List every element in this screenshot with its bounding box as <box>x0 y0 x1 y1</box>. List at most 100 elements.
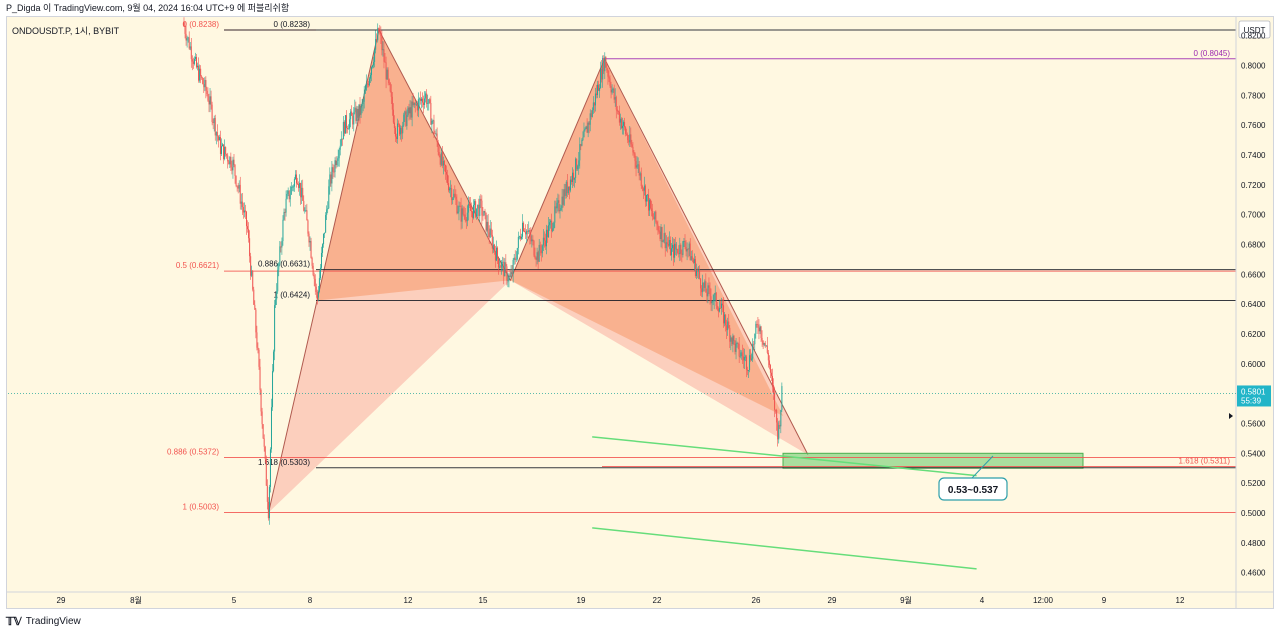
candle-body <box>487 221 489 233</box>
candle-body <box>453 193 455 199</box>
candle-body <box>232 159 234 171</box>
candle-body <box>211 104 213 122</box>
candle-body <box>355 107 357 121</box>
candle-body <box>456 199 458 214</box>
candle-body <box>436 133 438 143</box>
candle-body <box>655 211 657 222</box>
candle-body <box>409 107 411 114</box>
fib-level-label: 0 (0.8238) <box>274 20 311 29</box>
target-callout-label: 0.53~0.537 <box>948 485 999 496</box>
candle-body <box>692 259 694 264</box>
currency-box[interactable] <box>1238 20 1271 39</box>
candle-body <box>420 98 422 101</box>
candle-body <box>652 211 654 217</box>
candle-body <box>560 207 562 211</box>
candle-body <box>575 158 577 178</box>
candle-body <box>213 117 215 123</box>
trendline[interactable] <box>592 527 977 570</box>
fib-level-label: 1.618 (0.5303) <box>258 458 310 467</box>
candle-body <box>289 194 291 200</box>
candle-body <box>309 241 311 243</box>
symbol-label: ONDOUSDT.P, 1시, BYBIT <box>12 26 120 36</box>
x-tick-label: 29 <box>57 596 66 605</box>
candle-body <box>348 128 350 130</box>
candle-body <box>579 144 581 161</box>
candle-body <box>555 206 557 209</box>
candle-body <box>209 96 211 105</box>
candle-body <box>411 101 413 118</box>
candle-body <box>523 222 525 231</box>
candle-body <box>530 235 532 242</box>
candle-body <box>476 208 478 217</box>
fib-level-label: 1 (0.6424) <box>274 291 311 300</box>
candle-body <box>372 65 374 68</box>
candle-body <box>582 137 584 141</box>
candle-body <box>283 211 285 220</box>
candle-body <box>613 88 615 100</box>
candle-body <box>622 125 624 129</box>
candle-body <box>430 103 432 125</box>
y-tick-label: 0.6000 <box>1241 360 1266 369</box>
candle-body <box>434 133 436 135</box>
candle-body <box>491 234 493 249</box>
candle-body <box>233 159 235 165</box>
candle-body <box>329 174 331 187</box>
candle-body <box>725 314 727 326</box>
candle-body <box>724 314 726 324</box>
candle-body <box>249 238 251 257</box>
x-tick-label: 29 <box>828 596 837 605</box>
target-callout-box[interactable] <box>938 477 1008 501</box>
candle-body <box>605 56 607 68</box>
candle-body <box>629 134 631 143</box>
candle-body <box>641 186 643 189</box>
candle-body <box>670 248 672 256</box>
candle-body <box>781 386 783 410</box>
y-tick-label: 0.6400 <box>1241 300 1266 309</box>
trendline[interactable] <box>592 436 977 477</box>
candle-body <box>276 291 278 300</box>
candle-body <box>490 228 492 235</box>
candle-body <box>516 248 518 260</box>
candle-body <box>266 485 268 502</box>
fib-level-label: 0.886 (0.6631) <box>258 260 310 269</box>
candle-body <box>465 219 467 222</box>
fib-level-label: 0 (0.8238) <box>183 20 220 29</box>
candle-body <box>537 252 539 262</box>
candle-body <box>761 337 763 341</box>
candle-body <box>731 337 733 345</box>
candle-body <box>509 275 511 277</box>
candle-body <box>327 208 329 210</box>
candle-body <box>399 124 401 135</box>
x-tick-label: 12:00 <box>1033 596 1054 605</box>
last-price-badge[interactable] <box>1237 385 1271 407</box>
candle-body <box>607 70 609 77</box>
scroll-arrow-icon[interactable] <box>1229 412 1233 419</box>
candle-body <box>349 119 351 129</box>
candle-body <box>345 115 347 129</box>
y-tick-label: 0.8000 <box>1241 61 1266 70</box>
candle-body <box>758 327 760 332</box>
candle-body <box>442 160 444 166</box>
candle-body <box>408 107 410 114</box>
candle-body <box>197 65 199 68</box>
y-tick-label: 0.6200 <box>1241 330 1266 339</box>
candle-body <box>454 193 456 197</box>
candle-body <box>292 186 294 188</box>
candle-body <box>404 111 406 115</box>
candle-body <box>240 201 242 204</box>
candle-body <box>248 229 250 239</box>
fib-level-label: 0 (0.8045) <box>1194 49 1231 58</box>
candle-body <box>469 205 471 211</box>
candle-body <box>313 275 315 279</box>
candle-body <box>390 91 392 97</box>
candle-body <box>287 190 289 194</box>
candle-body <box>228 161 230 165</box>
candle-body <box>644 185 646 202</box>
candle-body <box>492 244 494 249</box>
candle-body <box>666 242 668 244</box>
candle-body <box>449 188 451 191</box>
candle-body <box>730 337 732 342</box>
candle-body <box>586 126 588 133</box>
candle-body <box>528 230 530 232</box>
